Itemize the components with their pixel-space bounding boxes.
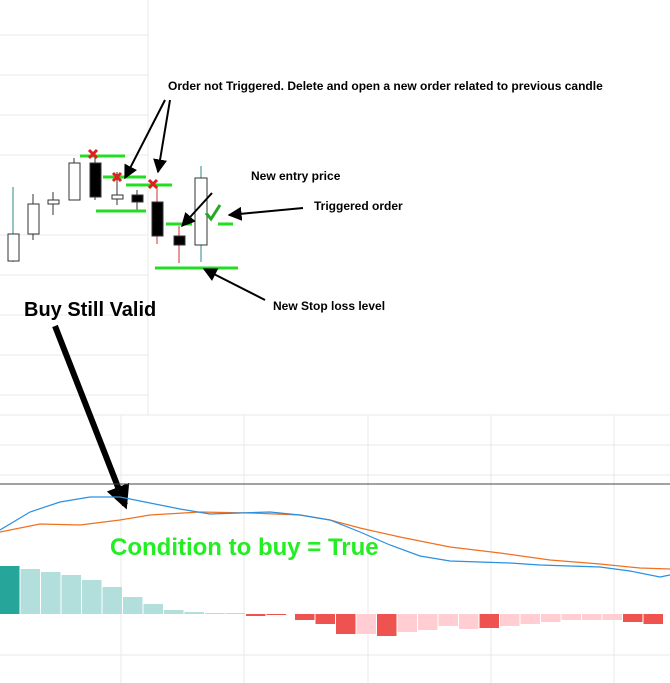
- histogram-bar: [336, 614, 356, 634]
- annotation: Order not Triggered. Delete and open a n…: [168, 79, 603, 93]
- histogram-bar: [356, 614, 376, 634]
- histogram-bar: [459, 614, 479, 629]
- macd-line: [0, 496, 670, 578]
- histogram-bar: [561, 614, 581, 620]
- histogram-bar: [0, 566, 20, 614]
- annotation: New entry price: [251, 169, 341, 183]
- histogram-bar: [643, 614, 663, 624]
- histogram-bar: [438, 614, 458, 626]
- histogram-bar: [143, 604, 163, 614]
- histogram-bar: [582, 614, 602, 620]
- histogram-bar: [205, 613, 225, 614]
- arrows: [52, 99, 304, 510]
- histogram-bar: [315, 614, 335, 624]
- histogram-bar: [623, 614, 643, 622]
- histogram-bar: [418, 614, 438, 630]
- histogram-bar: [377, 614, 397, 636]
- histogram-bar: [602, 614, 622, 620]
- histogram-bar: [397, 614, 417, 632]
- candles: [7, 152, 208, 263]
- histogram-bar: [41, 572, 61, 614]
- histogram-bar: [295, 614, 315, 620]
- histogram-bar: [520, 614, 540, 624]
- histogram-bar: [164, 610, 184, 614]
- histogram-bar: [500, 614, 520, 626]
- histogram-bar: [61, 575, 81, 614]
- histogram-bar: [541, 614, 561, 622]
- histogram-bar: [479, 614, 499, 628]
- check-mark: [204, 204, 222, 222]
- histogram-bar: [82, 580, 102, 614]
- cancel-marks: [87, 148, 159, 190]
- histogram-bar: [225, 613, 245, 614]
- histogram-bar: [266, 614, 286, 615]
- histogram-bar: [102, 587, 122, 614]
- histogram-bar: [123, 597, 143, 614]
- histogram-bar: [20, 569, 40, 614]
- histogram: [0, 566, 663, 636]
- annotation: Buy Still Valid: [24, 299, 156, 321]
- histogram-bar: [246, 614, 266, 616]
- annotation: New Stop loss level: [273, 299, 385, 313]
- histogram-bar: [184, 612, 204, 614]
- annotation: Condition to buy = True: [110, 534, 379, 561]
- annotation: Triggered order: [314, 199, 403, 213]
